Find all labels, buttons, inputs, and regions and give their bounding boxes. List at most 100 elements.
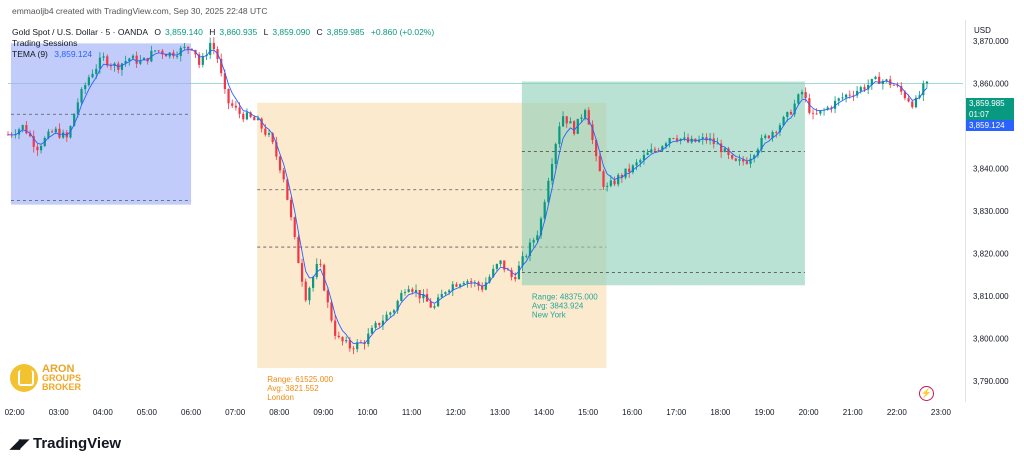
candle-body — [826, 107, 829, 110]
candle-body — [492, 268, 495, 277]
x-tick-label: 13:00 — [490, 408, 511, 417]
candle-body — [345, 340, 348, 342]
candle-body — [841, 97, 844, 99]
candle-body — [760, 137, 763, 150]
candle-body — [727, 148, 730, 156]
session-label: Range: 61525.000 — [267, 375, 333, 384]
candle-body — [183, 46, 186, 48]
candle-body — [484, 282, 487, 290]
candle-body — [253, 117, 256, 121]
candle-body — [481, 285, 484, 290]
candle-body — [870, 78, 873, 86]
candle-body — [153, 50, 157, 52]
high-label: H — [209, 27, 216, 37]
candle-body — [782, 116, 785, 126]
candle-body — [863, 87, 866, 90]
candle-body — [212, 42, 215, 50]
candle-body — [878, 76, 881, 84]
candle-body — [451, 284, 454, 291]
candle-body — [36, 146, 39, 151]
candle-body — [550, 163, 554, 181]
candle-body — [488, 276, 491, 283]
x-tick-label: 17:00 — [666, 408, 687, 417]
candle-body — [506, 269, 510, 271]
flash-icon[interactable]: ⚡ — [919, 386, 934, 401]
candle-body — [164, 54, 168, 57]
y-tick-label: 3,860.000 — [973, 80, 1009, 89]
change-value: +0.860 (+0.02%) — [370, 27, 435, 37]
x-tick-label: 09:00 — [313, 408, 334, 417]
tema-label: TEMA (9) — [12, 49, 48, 59]
candle-body — [631, 165, 635, 173]
indicator-tema[interactable]: TEMA (9) 3,859.124 — [12, 49, 96, 59]
broker-name-1: ARON — [42, 362, 75, 375]
candle-body — [874, 76, 877, 79]
candle-body — [267, 133, 271, 135]
candle-body — [922, 83, 925, 96]
candle-body — [606, 185, 609, 187]
candle-body — [881, 80, 884, 84]
candle-body — [856, 90, 859, 96]
x-tick-label: 07:00 — [225, 408, 246, 417]
candle-body — [245, 112, 249, 120]
tradingview-logo[interactable]: ◢◤ TradingView — [10, 435, 121, 452]
candle-body — [701, 137, 704, 140]
candle-body — [911, 101, 914, 108]
candle-body — [661, 146, 664, 151]
candle-body — [275, 142, 278, 157]
tradingview-wordmark: TradingView — [33, 435, 122, 452]
candle-body — [422, 294, 425, 299]
candle-body — [436, 297, 440, 307]
candle-body — [98, 57, 101, 69]
candle-body — [300, 263, 304, 282]
x-tick-label: 22:00 — [887, 408, 908, 417]
candle-body — [433, 306, 436, 308]
candle-body — [54, 128, 57, 133]
candle-body — [775, 132, 778, 133]
candle-body — [624, 168, 627, 178]
candle-body — [440, 293, 443, 298]
candle-body — [797, 94, 800, 104]
candle-body — [830, 107, 833, 109]
candle-body — [168, 52, 171, 57]
currency-label[interactable]: USD — [974, 26, 991, 35]
candle-body — [411, 289, 414, 292]
candle-body — [326, 290, 329, 303]
x-tick-label: 11:00 — [402, 408, 422, 417]
session-label: London — [267, 393, 294, 402]
candle-body — [131, 55, 135, 59]
candle-body — [381, 320, 385, 326]
candle-body — [525, 255, 528, 257]
indicator-sessions[interactable]: Trading Sessions — [12, 38, 81, 48]
x-tick-label: 12:00 — [446, 408, 467, 417]
candle-body — [517, 265, 521, 280]
candle-body — [337, 335, 340, 338]
candle-body — [32, 136, 35, 147]
candle-body — [683, 137, 686, 139]
candle-body — [462, 282, 465, 285]
candle-body — [808, 98, 811, 113]
candle-body — [804, 92, 807, 99]
candle-body — [297, 236, 300, 264]
candle-body — [532, 240, 535, 243]
candle-body — [723, 148, 726, 153]
close-value: 3,859.985 — [326, 27, 365, 37]
creator-line: emmaoljb4 created with TradingView.com, … — [12, 6, 271, 16]
candle-body — [76, 102, 79, 114]
symbol-title[interactable]: Gold Spot / U.S. Dollar · 5 · OANDA — [12, 27, 149, 37]
candle-body — [569, 121, 572, 124]
x-tick-label: 21:00 — [843, 408, 864, 417]
x-tick-label: 15:00 — [578, 408, 599, 417]
candle-body — [308, 287, 311, 301]
candle-body — [598, 156, 601, 172]
candle-body — [260, 118, 263, 129]
candle-body — [146, 57, 149, 62]
candle-body — [536, 235, 539, 241]
candle-body — [867, 85, 870, 90]
x-tick-label: 23:00 — [931, 408, 952, 417]
price-axis-separator — [965, 20, 966, 402]
candle-body — [845, 94, 848, 98]
candle-body — [852, 95, 855, 97]
x-tick-label: 05:00 — [137, 408, 158, 417]
